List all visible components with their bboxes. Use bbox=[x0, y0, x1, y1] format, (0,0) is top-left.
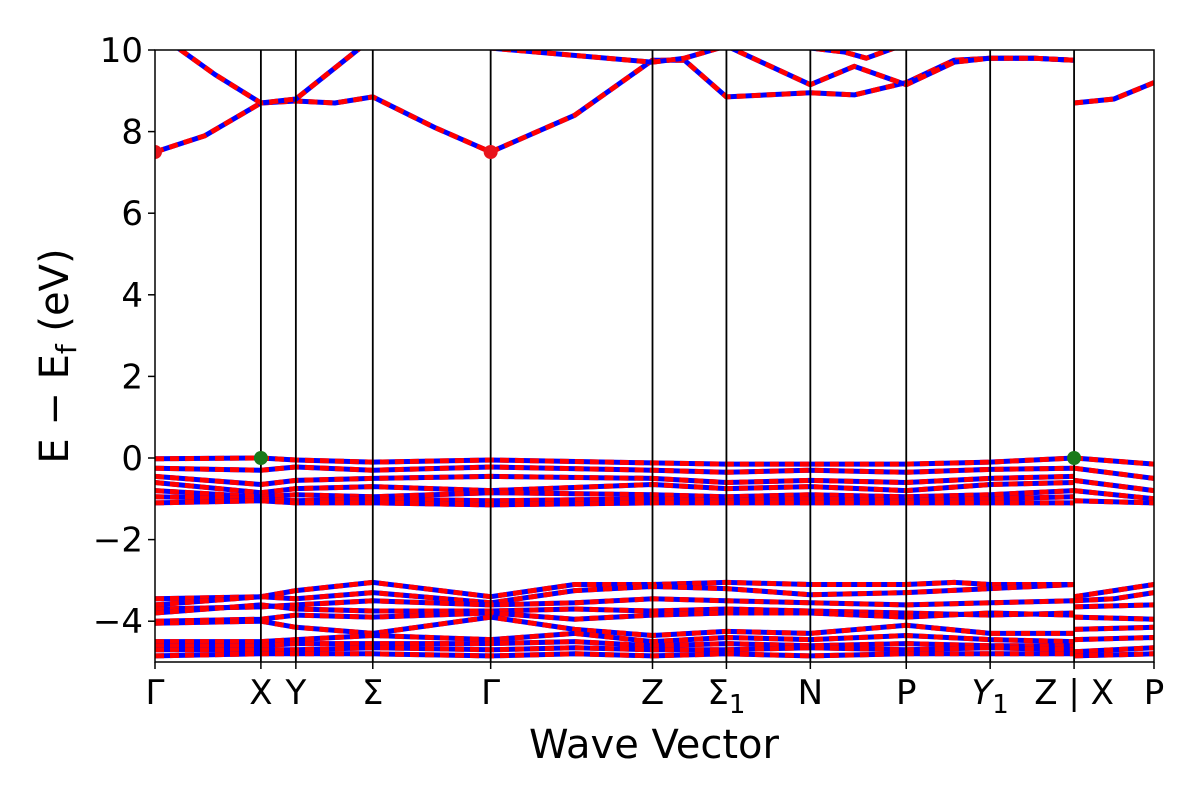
valence-band-spin-up-7 bbox=[1073, 455, 1154, 467]
x-tick-label-1: X bbox=[249, 673, 272, 713]
valence-band-spin-up-9 bbox=[1073, 477, 1154, 494]
valence-band-spin-up-13 bbox=[155, 582, 1075, 608]
plot-frame bbox=[154, 49, 1155, 663]
y-tick-label-0: 10 bbox=[100, 31, 143, 71]
valence-band-spin-up-28 bbox=[1073, 645, 1154, 655]
valence-band-spin-up-16 bbox=[155, 610, 1075, 624]
x-tick-label-6: Σ1 bbox=[707, 673, 745, 720]
x-tick-label-11: P bbox=[1144, 673, 1165, 713]
valence-band-spin-up-11 bbox=[1074, 498, 1154, 506]
x-tick-label-3: Σ bbox=[362, 673, 383, 713]
valence-band-spin-up-24 bbox=[1074, 602, 1154, 610]
conduction-band-spin-down-3 bbox=[1073, 80, 1154, 106]
y-tick-label-6: −2 bbox=[93, 521, 143, 561]
kpoint-lines-layer bbox=[259, 50, 1075, 662]
valence-band-spin-up-27 bbox=[1074, 635, 1154, 643]
conduction-band-spin-up-2 bbox=[726, 50, 897, 61]
valence-band-spin-up-19 bbox=[155, 639, 1075, 649]
cbm-marker-1 bbox=[483, 145, 498, 159]
valence-band-spin-up-17 bbox=[155, 614, 1075, 638]
x-axis-title: Wave Vector bbox=[529, 722, 780, 768]
vbm-marker-3 bbox=[1067, 451, 1082, 465]
valence-band-spin-up-23 bbox=[1073, 590, 1154, 604]
valence-band-spin-up-10 bbox=[1073, 488, 1154, 502]
conduction-band-spin-up-3 bbox=[1073, 80, 1154, 106]
cbm-marker-0 bbox=[155, 145, 162, 159]
valence-band-spin-up-26 bbox=[1074, 624, 1154, 632]
valence-band-spin-up-25 bbox=[1074, 614, 1154, 622]
y-tick-label-3: 4 bbox=[121, 276, 143, 316]
valence-band-spin-up-22 bbox=[1073, 582, 1154, 600]
y-axis-title-subscript: f bbox=[50, 343, 83, 354]
x-tick-label-9: Y1 bbox=[971, 673, 1008, 720]
y-tick-label-4: 2 bbox=[121, 357, 143, 397]
x-tick-label-7: N bbox=[798, 673, 823, 713]
valence-band-spin-up-18 bbox=[155, 630, 1075, 645]
extrema-markers-layer bbox=[155, 145, 1082, 465]
conduction-band-spin-up-1 bbox=[176, 50, 1075, 106]
valence-band-spin-up-8 bbox=[1073, 465, 1154, 481]
y-tick-label-5: 0 bbox=[121, 439, 143, 479]
y-tick-label-1: 8 bbox=[121, 113, 143, 153]
bands-layer bbox=[155, 50, 1154, 659]
y-tick-label-7: −4 bbox=[93, 602, 143, 642]
y-tick-label-2: 6 bbox=[121, 194, 143, 234]
valence-band-spin-up-15 bbox=[155, 602, 1075, 618]
x-tick-label-4: Γ bbox=[481, 673, 500, 713]
valence-band-spin-up-21 bbox=[155, 651, 1075, 659]
valence-band-spin-up-20 bbox=[155, 645, 1075, 653]
y-axis-ticks: 10 8 6 4 2 0 −2 −4 bbox=[93, 31, 155, 642]
y-axis-title: E − Ef (eV) bbox=[32, 248, 83, 463]
valence-band-spin-up-14 bbox=[155, 596, 1075, 612]
x-tick-label-5: Z bbox=[641, 673, 664, 713]
y-axis-title-main: E − E bbox=[32, 354, 78, 464]
vbm-marker-2 bbox=[253, 451, 268, 465]
valence-band-spin-up-29 bbox=[1074, 651, 1154, 659]
x-axis-ticks: Γ X Y Σ Γ Z Σ1 N P Y1 Z | X P bbox=[146, 662, 1165, 720]
conduction-band-spin-down-1 bbox=[176, 50, 1075, 106]
x-tick-label-10: Z | X bbox=[1034, 673, 1114, 713]
x-tick-label-2: Y bbox=[284, 673, 306, 713]
conduction-band-spin-down-2 bbox=[726, 50, 897, 61]
x-tick-label-0: Γ bbox=[146, 673, 165, 713]
y-axis-title-unit: (eV) bbox=[32, 248, 78, 344]
x-tick-label-8: P bbox=[896, 673, 917, 713]
